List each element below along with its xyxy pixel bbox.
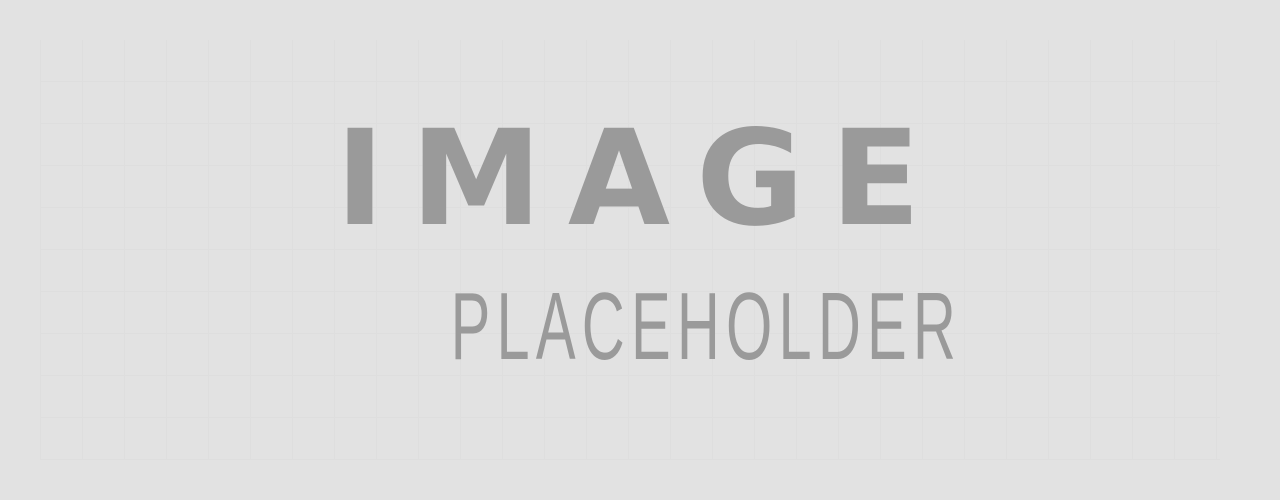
placeholder-subtitle-placeholder: PLACEHOLDER — [450, 273, 963, 380]
placeholder-title-image: IMAGE — [335, 102, 947, 256]
faint-background-pattern — [40, 40, 1220, 460]
